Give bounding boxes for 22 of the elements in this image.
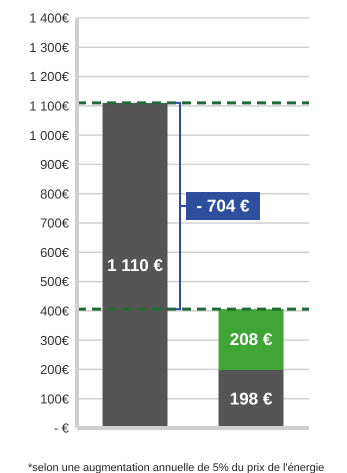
y-tick-label: 800€	[40, 186, 70, 202]
y-tick-label: 100€	[40, 391, 70, 406]
data-label: 1 110 €	[107, 256, 164, 275]
y-tick-label: 500€	[40, 274, 70, 290]
text: *selon une augmentation annuelle de 5% du prix de l'énergie	[28, 462, 326, 473]
y-tick-label: 700€	[40, 216, 70, 231]
y-tick-label: 300€	[40, 332, 70, 348]
y-tick-label: 1 000€	[29, 128, 70, 143]
y-tick-label: - €	[54, 420, 70, 436]
bar	[218, 309, 284, 370]
y-tick-label: 1 400€	[29, 10, 70, 26]
annotation: - 704 €	[196, 196, 250, 216]
data-label: 198 €	[230, 390, 273, 409]
y-tick-label: 200€	[40, 362, 70, 378]
data-label: 208 €	[230, 330, 273, 350]
y-tick-label: 900€	[40, 157, 70, 172]
bar	[102, 102, 168, 428]
y-tick-label: 1 300€	[29, 40, 70, 55]
y-tick-label: 400€	[40, 303, 70, 318]
y-tick-label: 600€	[40, 244, 70, 260]
y-tick-label: 1 100€	[29, 98, 70, 114]
y-tick-label: 1 200€	[29, 69, 70, 84]
